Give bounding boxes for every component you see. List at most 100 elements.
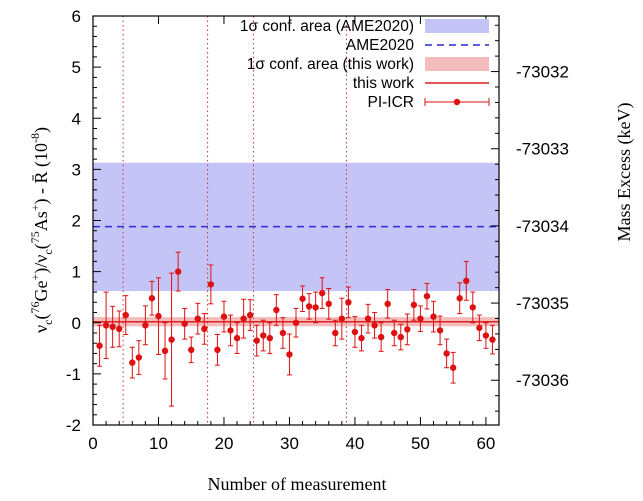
x-tick-label: 60 [476,434,495,453]
yl-s1: c [41,320,55,325]
data-point [351,328,359,336]
yl-p6: As [31,211,51,231]
y2-tick-label: -73032 [516,63,569,82]
legend-swatch [425,19,489,33]
data-point [292,319,300,326]
data-point [260,332,267,339]
series-0 [96,251,496,407]
data-point [456,295,463,302]
data-point [273,306,280,314]
data-point [96,342,103,349]
y2-tick-label: -73036 [516,371,569,390]
data-point [489,336,496,343]
legend-swatch [425,57,489,71]
data-point [397,333,404,341]
yl-rbar: R̄ [31,171,51,183]
data-point [476,324,483,332]
y-tick-label: -2 [66,416,81,435]
y2-tick-label: -73035 [516,294,569,313]
data-point [345,299,352,306]
yl-sup1: 76 [28,302,42,314]
data-point [174,268,182,275]
yl-p9: ) [31,127,52,133]
yl-p7: ) - [31,184,52,205]
data-point [436,327,444,334]
data-point [358,334,365,342]
y-axis-title: νc(76Ge+)/νc(75As+) - R̄ (10-8) [28,127,55,333]
data-point [279,329,287,337]
data-point [266,334,274,342]
data-point [122,311,129,319]
data-point [253,337,260,344]
y-tick-label: 1 [72,263,81,282]
x-tick-label: 30 [280,434,299,453]
data-point [240,315,247,322]
data-point [463,277,470,285]
data-point [207,281,215,288]
yl-p1: ν [31,325,51,333]
data-point [129,359,136,366]
legend-label: PI-ICR [368,94,415,111]
yl-p2: ( [31,314,52,320]
data-point [286,351,293,358]
yl-p4: )/ν [31,255,52,274]
yl-p3: Ge [31,281,51,302]
data-point [299,295,306,302]
data-point [482,332,490,339]
x-tick-label: 10 [149,434,168,453]
y-tick-label: 4 [72,109,81,128]
data-point [325,300,332,308]
yl-sup4: + [28,204,42,211]
data-point [188,346,195,354]
yl-s2: c [41,249,55,254]
data-point [338,315,346,322]
data-point [109,323,116,331]
data-point [377,333,385,341]
legend-swatch-point [453,98,461,106]
data-point [220,313,228,320]
y-tick-label: 2 [72,212,81,231]
data-point [384,300,391,308]
data-point [161,347,169,355]
legend-label: this work [353,75,414,92]
y-tick-label: 5 [72,58,81,77]
yl-p8: (10 [31,143,52,172]
data-point [391,329,398,337]
data-point [214,346,221,354]
data-point [181,320,188,327]
data-point [371,322,378,329]
data-point [469,304,477,311]
data-point [417,315,424,322]
yl-p5: ( [31,243,52,249]
y2-tick-label: -73034 [516,217,569,236]
x-tick-label: 50 [411,434,430,453]
y-tick-label: 0 [72,314,81,333]
data-point [115,325,123,333]
data-point [148,295,156,302]
data-point [201,325,208,333]
data-point [423,292,431,300]
yl-sup3: 75 [28,231,42,243]
legend: 1σ conf. area (AME2020) AME2020 1σ conf. a… [240,18,490,111]
data-point [142,322,149,329]
legend-label: 1σ conf. area (AME2020) [240,18,414,35]
yl-sup5: -8 [28,133,42,143]
data-point [194,315,201,322]
data-point [155,312,162,320]
y-tick-label: 6 [72,7,81,26]
data-point [305,303,313,310]
data-point [168,336,175,343]
data-point [312,304,319,311]
data-point [227,327,234,334]
data-point [430,313,437,320]
legend-label: AME2020 [346,37,414,54]
x-tick-label: 20 [215,434,234,453]
yl-sup2: + [28,274,42,281]
data-point [404,326,411,333]
data-point [449,364,457,371]
data-point [332,329,339,337]
data-point [233,334,241,342]
x-tick-label: 40 [345,434,364,453]
x-tick-label: 0 [88,434,97,453]
data-point [410,301,418,309]
